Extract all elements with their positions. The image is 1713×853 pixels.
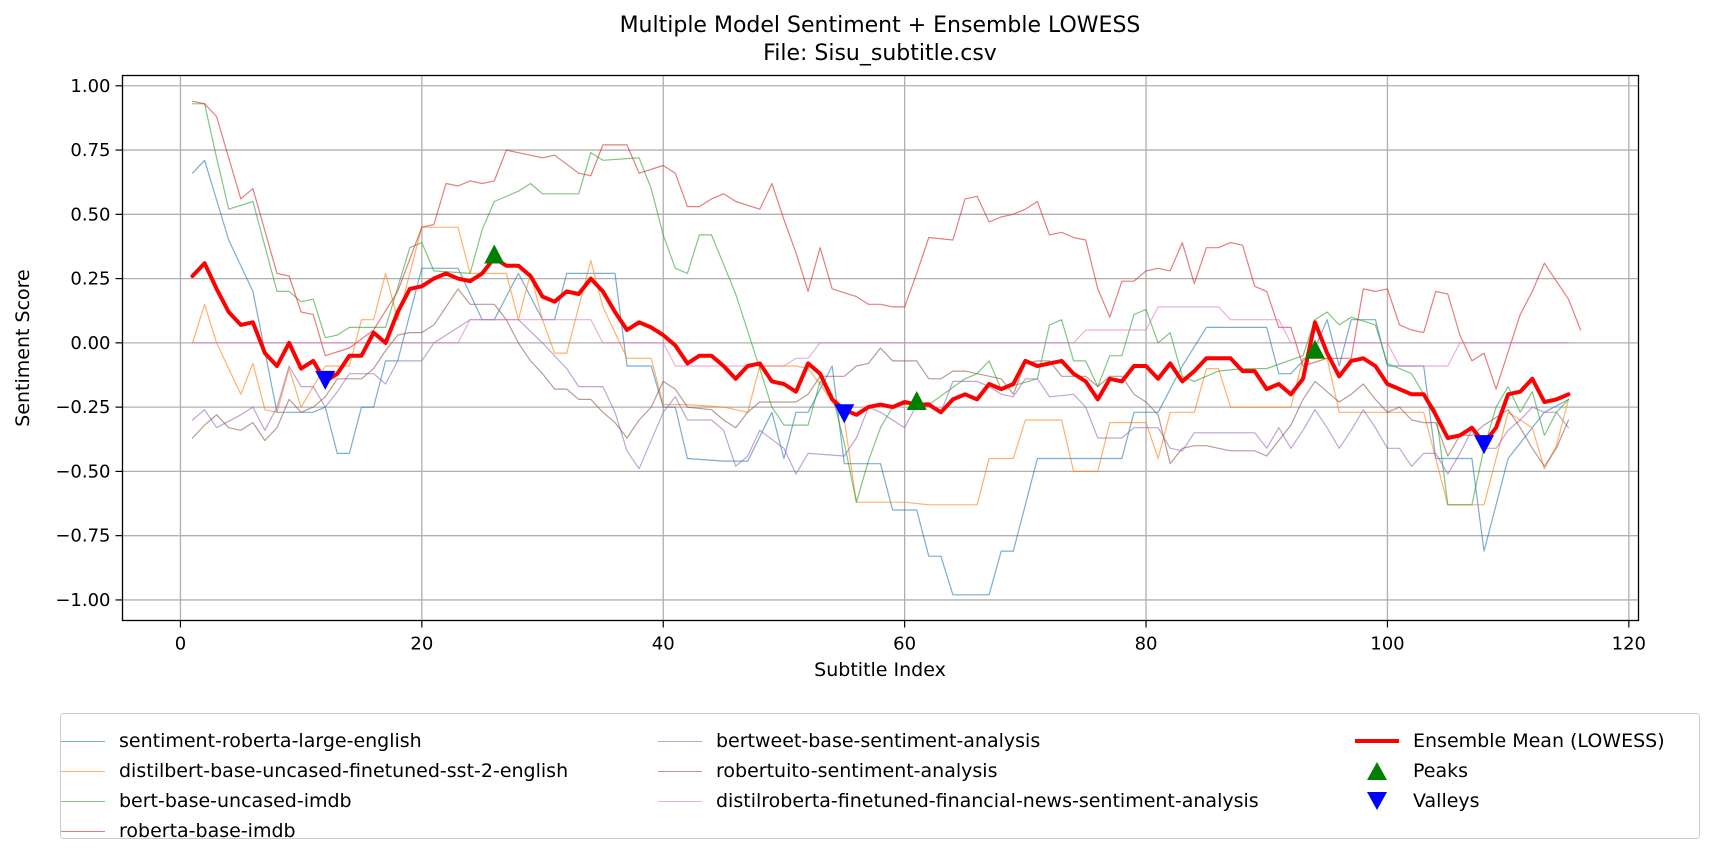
legend-item: Ensemble Mean (LOWESS) (1355, 726, 1665, 756)
legend-line-swatch (61, 734, 105, 748)
chart-subtitle: File: Sisu_subtitle.csv (763, 41, 997, 66)
legend-line-swatch (61, 794, 105, 808)
series-line (191, 100, 1582, 390)
legend-item: sentiment-roberta-large-english (61, 726, 568, 756)
x-axis-label: Subtitle Index (814, 659, 946, 681)
legend-item: robertuito-sentiment-analysis (658, 756, 1259, 786)
valley-marker (1474, 435, 1495, 455)
legend-label: distilbert-base-uncased-finetuned-sst-2-… (119, 760, 569, 782)
legend-label: robertuito-sentiment-analysis (716, 760, 998, 782)
series-line (191, 103, 1570, 506)
legend-label: Ensemble Mean (LOWESS) (1413, 730, 1665, 752)
legend-valley-marker (1355, 792, 1399, 810)
x-tick-label: 120 (1612, 634, 1646, 655)
y-tick-label: 0.00 (70, 333, 110, 354)
markers-layer (315, 244, 1495, 455)
legend-item: bertweet-base-sentiment-analysis (658, 726, 1259, 756)
x-tick-label: 40 (652, 634, 675, 655)
chart-title: Multiple Model Sentiment + Ensemble LOWE… (620, 13, 1141, 38)
legend-line-swatch (1355, 734, 1399, 748)
legend: sentiment-roberta-large-english distilbe… (60, 713, 1700, 842)
legend-line-swatch (658, 764, 702, 778)
y-tick-label: −0.75 (55, 526, 110, 547)
y-tick-label: −0.50 (55, 461, 110, 482)
x-axis: 0 20 40 60 80 100 120 (175, 620, 1646, 655)
legend-label: Valleys (1413, 790, 1480, 812)
series-line (191, 306, 1570, 367)
legend-label: bertweet-base-sentiment-analysis (716, 730, 1041, 752)
series-line (191, 159, 1570, 596)
peak-marker (1305, 339, 1326, 359)
plot-frame (121, 74, 1640, 622)
y-tick-label: 0.50 (70, 204, 110, 225)
ensemble-line (190, 256, 1571, 446)
legend-line-swatch (61, 824, 105, 838)
y-tick-label: 1.00 (70, 76, 110, 97)
legend-line-swatch (61, 764, 105, 778)
valley-marker (315, 370, 336, 390)
legend-item: bert-base-uncased-imdb (61, 786, 568, 816)
legend-item: Peaks (1355, 756, 1665, 786)
x-tick-label: 60 (893, 634, 916, 655)
y-tick-label: −0.25 (55, 397, 110, 418)
legend-label: roberta-base-imdb (119, 820, 296, 842)
y-tick-label: 0.25 (70, 269, 110, 290)
series-layer (190, 100, 1582, 596)
y-tick-label: −1.00 (55, 590, 110, 611)
x-tick-label: 100 (1370, 634, 1404, 655)
legend-item: roberta-base-imdb (61, 816, 568, 846)
y-tick-label: 0.75 (70, 140, 110, 161)
legend-peak-marker (1355, 762, 1399, 780)
legend-line-swatch (658, 734, 702, 748)
legend-item: Valleys (1355, 786, 1665, 816)
chart: Multiple Model Sentiment + Ensemble LOWE… (12, 13, 1646, 681)
legend-item: distilbert-base-uncased-finetuned-sst-2-… (61, 756, 568, 786)
y-axis: 1.00 0.75 0.50 0.25 0.00 −0.25 −0.50 −0.75 −1.00 (55, 76, 123, 611)
y-axis-label: Sentiment Score (12, 269, 34, 426)
x-tick-label: 80 (1135, 634, 1158, 655)
legend-label: Peaks (1413, 760, 1469, 782)
legend-label: sentiment-roberta-large-english (119, 730, 422, 752)
x-tick-label: 20 (410, 634, 433, 655)
legend-label: distilroberta-finetuned-financial-news-s… (716, 790, 1259, 812)
legend-item: distilroberta-finetuned-financial-news-s… (658, 786, 1259, 816)
series-line (191, 288, 1570, 467)
x-tick-label: 0 (175, 634, 186, 655)
legend-label: bert-base-uncased-imdb (119, 790, 352, 812)
legend-line-swatch (658, 794, 702, 808)
valley-marker (834, 404, 855, 424)
peak-marker (484, 244, 505, 264)
peak-marker (906, 390, 927, 410)
